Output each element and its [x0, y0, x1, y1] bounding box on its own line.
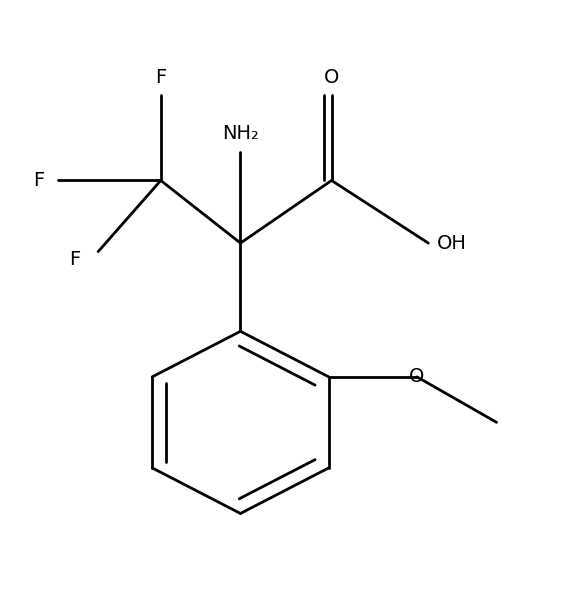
Text: O: O: [324, 68, 339, 86]
Text: F: F: [155, 68, 166, 86]
Text: OH: OH: [437, 233, 467, 253]
Text: F: F: [33, 171, 44, 190]
Text: F: F: [69, 250, 80, 269]
Text: NH₂: NH₂: [222, 124, 259, 143]
Text: O: O: [409, 367, 424, 386]
